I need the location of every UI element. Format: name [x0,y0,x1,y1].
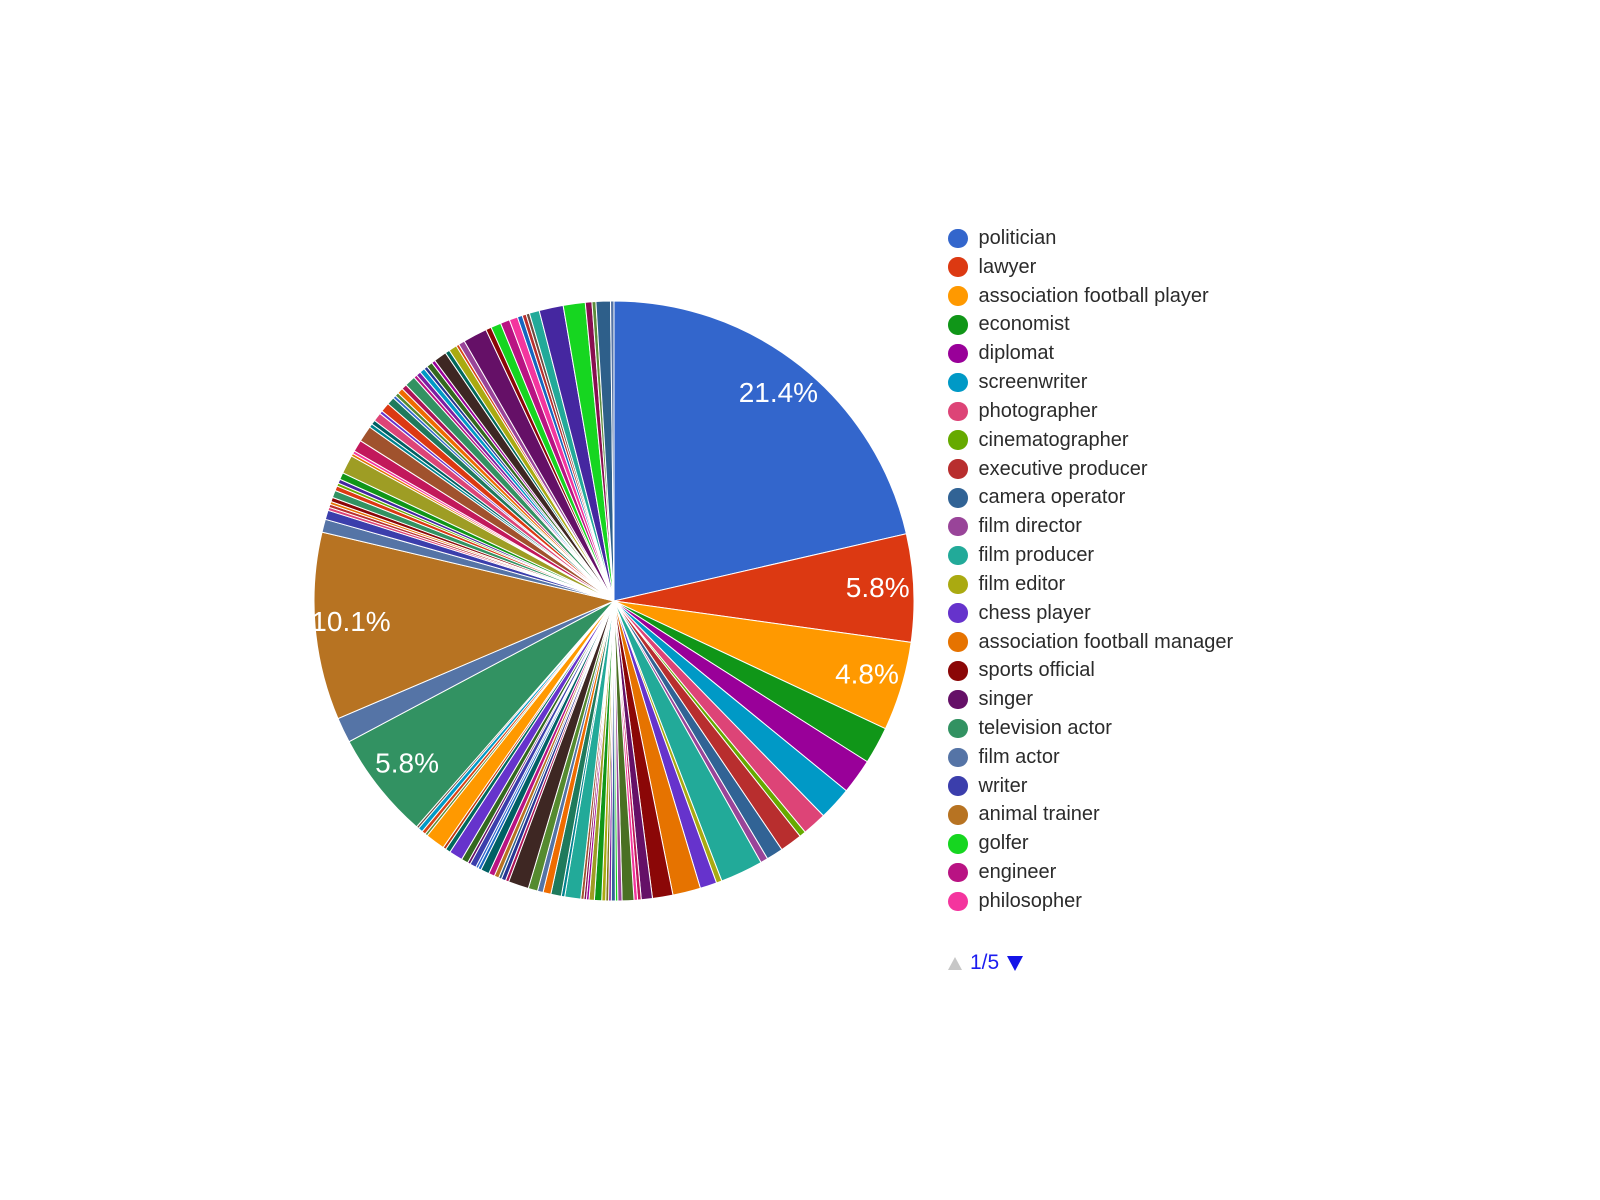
svg-text:10.1%: 10.1% [311,606,390,637]
svg-text:5.8%: 5.8% [846,572,910,603]
svg-text:4.8%: 4.8% [835,659,899,690]
svg-text:5.8%: 5.8% [375,747,439,778]
svg-text:21.4%: 21.4% [739,377,818,408]
